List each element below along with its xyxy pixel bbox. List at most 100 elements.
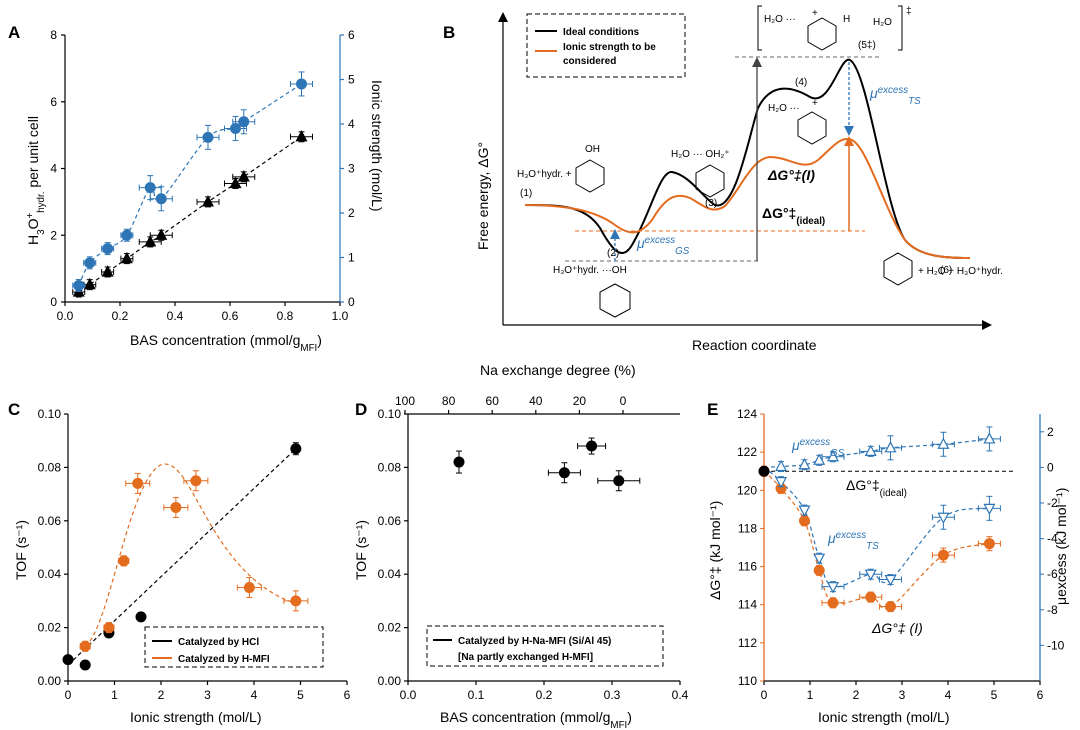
a-ytick-label: 8 bbox=[50, 28, 57, 42]
d-xtick-label: 0.3 bbox=[604, 688, 621, 702]
a-trend-line bbox=[78, 83, 302, 286]
a-data-point bbox=[120, 251, 133, 264]
a-xtick-label: 0.6 bbox=[222, 309, 239, 323]
b-ts-ring bbox=[807, 17, 837, 51]
text-part: GS bbox=[830, 448, 845, 459]
e-ytick-label: 114 bbox=[738, 598, 757, 612]
b-products: + H₂O + H₃O⁺hydr. bbox=[918, 266, 1003, 277]
a-y2tick-label: 5 bbox=[348, 73, 355, 87]
text-part: 3 bbox=[36, 229, 47, 235]
e-xlabel: Ionic strength (mol/L) bbox=[818, 709, 950, 725]
text-part: excess bbox=[800, 437, 831, 448]
b-cyclohexanol-2 bbox=[599, 283, 631, 318]
e-gs-data-point bbox=[983, 432, 996, 444]
c-ytick-label: 0.02 bbox=[38, 621, 62, 635]
d-toplabel: Na exchange degree (%) bbox=[480, 362, 636, 378]
c-data-point bbox=[290, 443, 302, 455]
c-ytick-label: 0.04 bbox=[38, 567, 62, 581]
a-data-point bbox=[237, 170, 250, 182]
a-data-point bbox=[229, 176, 242, 189]
b-state-6: (6) bbox=[940, 265, 952, 276]
b-cyclohexyl-4 bbox=[797, 111, 827, 145]
text-part: ΔG°‡ bbox=[762, 205, 796, 221]
e-xtick-label: 6 bbox=[1037, 688, 1044, 702]
e-y2tick-label: -4 bbox=[1047, 532, 1058, 546]
c-xtick-label: 3 bbox=[204, 688, 211, 702]
d-ytick-label: 0.02 bbox=[378, 621, 402, 635]
text-part: MFI bbox=[300, 343, 317, 354]
text-part: BAS concentration (mmol/g bbox=[440, 709, 610, 725]
c-ytick-label: 0.10 bbox=[38, 407, 62, 421]
text-part: TS bbox=[866, 541, 879, 552]
a-xtick-label: 0.0 bbox=[57, 309, 74, 323]
d-toptick-label: 40 bbox=[529, 394, 543, 408]
d-ylabel: TOF (s⁻¹) bbox=[353, 520, 369, 580]
b-mol-4-plus: + bbox=[812, 98, 818, 109]
a-data-point bbox=[144, 235, 157, 247]
d-legend-box bbox=[426, 625, 664, 667]
b-state-4: (4) bbox=[795, 77, 807, 88]
d-ytick-label: 0.04 bbox=[378, 567, 402, 581]
b-legend-box bbox=[526, 13, 686, 78]
a-ylabel: H3O+hydr. per unit cell bbox=[25, 116, 47, 245]
a-y2tick-label: 2 bbox=[348, 206, 355, 220]
text-part: excess bbox=[645, 235, 676, 246]
e-y2tick-label: -8 bbox=[1047, 603, 1058, 617]
e-mu-ts-label: μexcessTS bbox=[827, 530, 879, 552]
text-part: per unit cell bbox=[25, 116, 41, 191]
d-data-point bbox=[453, 456, 465, 468]
a-data-point bbox=[102, 243, 114, 255]
c-xtick-label: 2 bbox=[158, 688, 165, 702]
a-ylabel-right: Ionic strength (mol/L) bbox=[369, 80, 385, 212]
d-toptick-label: 20 bbox=[573, 394, 587, 408]
e-y2tick-label: 2 bbox=[1047, 425, 1054, 439]
e-ts-data-point bbox=[813, 553, 826, 565]
b-ionic-curve bbox=[524, 138, 971, 259]
e-ytick-label: 122 bbox=[737, 445, 757, 459]
text-part: excess bbox=[878, 85, 909, 96]
text-part: excess bbox=[836, 530, 867, 541]
c-xtick-label: 1 bbox=[111, 688, 118, 702]
e-dg-ideal-label: ΔG°‡(ideal) bbox=[846, 477, 907, 499]
e-ylabel-right: μexcess (kJ mol⁻¹) bbox=[1053, 488, 1069, 605]
e-xtick-label: 4 bbox=[945, 688, 952, 702]
a-y2tick-label: 0 bbox=[348, 295, 355, 309]
e-xtick-label: 1 bbox=[807, 688, 814, 702]
a-y2tick-label: 6 bbox=[348, 28, 355, 42]
e-y2tick-label: -10 bbox=[1047, 638, 1065, 652]
e-y2tick-label: -2 bbox=[1047, 496, 1058, 510]
d-xtick-label: 0.2 bbox=[536, 688, 553, 702]
b-dg-ideal-label: ΔG°‡(ideal) bbox=[762, 205, 825, 227]
b-xlabel: Reaction coordinate bbox=[692, 337, 817, 353]
b-ylabel: Free energy, ΔG° bbox=[475, 142, 491, 250]
b-x-arrow bbox=[982, 320, 992, 330]
d-xtick-label: 0.4 bbox=[672, 688, 689, 702]
e-xtick-label: 3 bbox=[899, 688, 906, 702]
a-xtick-label: 0.8 bbox=[277, 309, 294, 323]
e-ytick-label: 124 bbox=[737, 407, 757, 421]
text-part: (ideal) bbox=[796, 216, 825, 227]
a-data-point bbox=[144, 182, 156, 194]
b-mu-gs-head bbox=[610, 229, 620, 239]
b-dg-ideal-head bbox=[752, 57, 762, 67]
b-mu-gs-label: μexcessGS bbox=[636, 235, 690, 257]
d-toptick-label: 100 bbox=[395, 394, 415, 408]
a-xlabel: BAS concentration (mmol/gMFI) bbox=[130, 332, 322, 354]
e-mu-gs-label: μexcessGS bbox=[791, 437, 845, 459]
a-xtick-label: 1.0 bbox=[332, 309, 349, 323]
e-ytick-label: 118 bbox=[738, 521, 757, 535]
a-y2tick-label: 3 bbox=[348, 162, 355, 176]
e-ytick-label: 120 bbox=[737, 483, 757, 497]
a-data-point bbox=[155, 193, 167, 205]
panel-label-c: C bbox=[8, 400, 20, 419]
b-y-arrow bbox=[498, 12, 508, 22]
b-ts-h: H bbox=[843, 14, 850, 25]
d-legend-2: [Na partly exchanged H-MFI] bbox=[458, 652, 593, 663]
e-ts-data-point bbox=[827, 582, 839, 594]
b-cyclohexanol-3 bbox=[695, 164, 725, 198]
b-ts-dagger: ‡ bbox=[906, 6, 912, 17]
text-part: ΔG°‡ bbox=[846, 477, 880, 493]
d-data-point bbox=[586, 440, 598, 452]
panel-label-e: E bbox=[707, 400, 718, 419]
e-dg-data-point bbox=[885, 601, 896, 613]
